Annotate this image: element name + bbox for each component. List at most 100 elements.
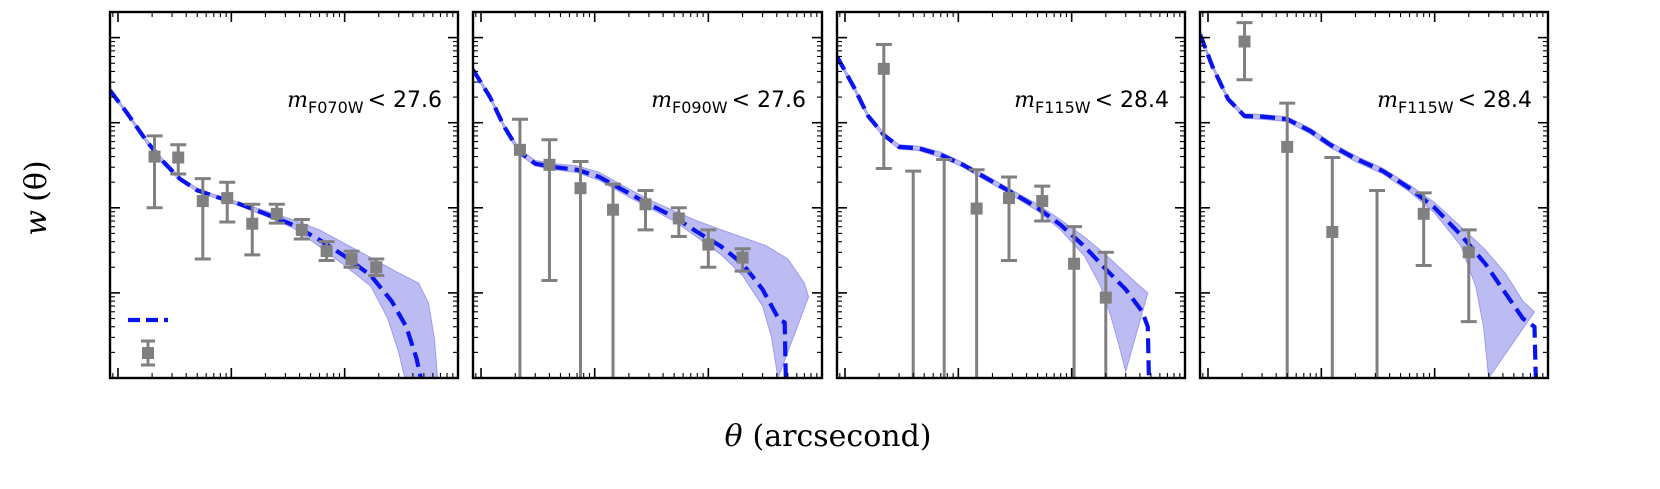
data-marker xyxy=(672,212,685,225)
mag-filter: F070W xyxy=(308,98,364,117)
data-marker xyxy=(1099,291,1112,304)
data-marker xyxy=(1417,207,1430,220)
axes-frame xyxy=(471,10,824,380)
data-point-2 xyxy=(905,169,922,378)
data-point-2 xyxy=(1279,101,1296,378)
data-marker xyxy=(1036,195,1049,208)
data-point-6 xyxy=(670,206,687,239)
data-marker xyxy=(246,217,259,230)
data-point-6 xyxy=(268,202,285,225)
data-point-3 xyxy=(1324,156,1341,378)
data-marker xyxy=(1462,246,1475,259)
model-curve-line xyxy=(837,55,1151,378)
data-marker xyxy=(702,238,715,251)
data-marker xyxy=(1238,35,1251,48)
data-point-6 xyxy=(1034,184,1051,223)
data-point-7 xyxy=(293,217,310,241)
model-uncertainty-band xyxy=(110,87,439,378)
data-point-8 xyxy=(734,247,751,273)
data-marker xyxy=(345,253,358,266)
data-point-4 xyxy=(219,180,236,224)
data-point-4 xyxy=(605,182,622,378)
data-marker xyxy=(221,192,234,205)
mag-filter: F115W xyxy=(1398,98,1454,117)
y-axis-label: w (θ) xyxy=(19,160,54,235)
axes-frame xyxy=(108,10,460,380)
data-point-9 xyxy=(343,249,360,269)
mag-limit: < 27.6 xyxy=(368,88,442,113)
model-curve-line xyxy=(110,89,423,378)
magnitude-annotation: mF070W < 27.6 xyxy=(287,88,442,117)
magnitude-annotation: mF090W < 27.6 xyxy=(651,88,806,117)
mag-symbol: m xyxy=(1014,88,1035,113)
y-axis-label-arg: (θ) xyxy=(19,160,54,201)
data-marker xyxy=(1003,192,1016,205)
plot-area xyxy=(1200,21,1538,378)
data-point-3 xyxy=(572,160,589,378)
data-marker xyxy=(270,207,283,220)
data-point-6 xyxy=(1460,228,1477,324)
data-marker xyxy=(1068,257,1081,270)
chart-panel-4: mF115W < 28.4 xyxy=(1198,10,1550,380)
data-marker xyxy=(574,182,587,195)
mag-limit: < 28.4 xyxy=(1458,88,1532,113)
data-marker xyxy=(607,203,620,216)
ticks xyxy=(837,11,1186,379)
x-axis-label-rest: (arcsecond) xyxy=(753,419,932,454)
magnitude-annotation: mF115W < 28.4 xyxy=(1377,88,1532,117)
data-marker xyxy=(639,198,652,211)
data-point-1 xyxy=(875,43,892,170)
ticks xyxy=(473,11,823,379)
plot-area xyxy=(110,87,439,378)
legend xyxy=(128,317,168,367)
data-point-5 xyxy=(637,188,654,232)
data-point-3 xyxy=(936,157,953,378)
data-point-8 xyxy=(1097,250,1114,378)
data-point-5 xyxy=(1001,175,1018,263)
data-point-3 xyxy=(194,177,211,261)
axes-frame xyxy=(1198,10,1550,380)
y-axis-label-var: w xyxy=(19,210,54,236)
data-point-2 xyxy=(170,143,187,176)
data-marker xyxy=(320,245,333,258)
model-uncertainty-band xyxy=(837,53,1149,374)
data-marker xyxy=(148,150,161,163)
ticks xyxy=(110,11,459,379)
chart-panel-1: mF070W < 27.6 xyxy=(108,10,460,380)
data-point-5 xyxy=(1415,191,1432,267)
mag-limit: < 27.6 xyxy=(732,88,806,113)
data-point-1 xyxy=(1236,21,1253,82)
data-marker xyxy=(877,62,890,75)
mag-symbol: m xyxy=(651,88,672,113)
model-uncertainty-band xyxy=(1200,32,1536,378)
legend-data-marker xyxy=(142,347,154,359)
magnitude-annotation: mF115W < 28.4 xyxy=(1014,88,1169,117)
x-axis-label: θ (arcsecond) xyxy=(724,419,931,454)
data-point-4 xyxy=(1369,188,1386,378)
plot-area xyxy=(473,67,810,378)
data-marker xyxy=(1281,140,1294,153)
data-marker xyxy=(736,251,749,264)
axes-frame xyxy=(835,10,1187,380)
data-marker xyxy=(1326,225,1339,238)
model-curve-line xyxy=(1200,33,1538,378)
data-marker xyxy=(970,202,983,215)
ticks xyxy=(1200,11,1549,379)
data-point-1 xyxy=(146,134,163,210)
data-point-7 xyxy=(700,228,717,269)
data-marker xyxy=(513,143,526,156)
data-marker xyxy=(370,261,383,274)
mag-filter: F090W xyxy=(672,98,728,117)
data-point-5 xyxy=(244,202,261,257)
chart-panel-3: mF115W < 28.4 xyxy=(835,10,1187,380)
data-marker xyxy=(295,223,308,236)
data-point-8 xyxy=(318,240,335,263)
data-point-2 xyxy=(541,138,558,282)
data-marker xyxy=(196,195,209,208)
data-point-7 xyxy=(1066,225,1083,378)
mag-symbol: m xyxy=(1377,88,1398,113)
mag-symbol: m xyxy=(287,88,308,113)
data-marker xyxy=(172,151,185,164)
mag-limit: < 28.4 xyxy=(1095,88,1169,113)
